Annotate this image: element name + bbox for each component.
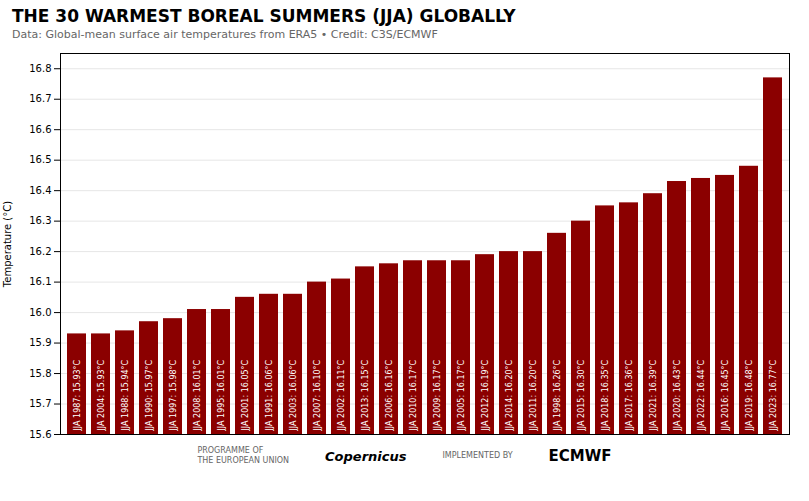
svg-text:JJA 1998: 16.26°C: JJA 1998: 16.26°C [553, 359, 562, 431]
svg-text:16.3: 16.3 [29, 215, 51, 226]
svg-text:JJA 1988: 15.94°C: JJA 1988: 15.94°C [121, 359, 130, 431]
svg-text:15.9: 15.9 [29, 337, 51, 348]
svg-text:16.6: 16.6 [29, 124, 51, 135]
svg-text:JJA 2023: 16.77°C: JJA 2023: 16.77°C [769, 359, 778, 431]
svg-text:JJA 2006: 16.16°C: JJA 2006: 16.16°C [385, 359, 394, 431]
svg-text:JJA 1991: 16.06°C: JJA 1991: 16.06°C [265, 359, 274, 431]
svg-text:JJA 2021: 16.39°C: JJA 2021: 16.39°C [649, 359, 658, 431]
svg-text:16.5: 16.5 [29, 154, 51, 165]
svg-text:JJA 2015: 16.30°C: JJA 2015: 16.30°C [577, 359, 586, 431]
svg-text:JJA 2022: 16.44°C: JJA 2022: 16.44°C [697, 359, 706, 431]
svg-text:JJA 1987: 15.93°C: JJA 1987: 15.93°C [73, 359, 82, 431]
svg-text:15.8: 15.8 [29, 368, 51, 379]
html-text:Data: Global-mean surface air: Data: Global-mean surface air temperatur… [12, 28, 438, 41]
svg-text:JJA 2008: 16.01°C: JJA 2008: 16.01°C [193, 359, 202, 431]
svg-text:JJA 2007: 16.10°C: JJA 2007: 16.10°C [313, 359, 322, 431]
svg-text:JJA 2010: 16.17°C: JJA 2010: 16.17°C [409, 359, 418, 431]
svg-text:JJA 2016: 16.45°C: JJA 2016: 16.45°C [721, 359, 730, 431]
svg-text:15.6: 15.6 [29, 429, 51, 440]
svg-text:JJA 2018: 16.35°C: JJA 2018: 16.35°C [601, 359, 610, 431]
svg-text:JJA 2020: 16.43°C: JJA 2020: 16.43°C [673, 359, 682, 431]
svg-text:16.0: 16.0 [29, 307, 51, 318]
svg-text:JJA 2005: 16.17°C: JJA 2005: 16.17°C [457, 359, 466, 431]
svg-text:16.8: 16.8 [29, 63, 51, 74]
svg-text:JJA 1990: 15.97°C: JJA 1990: 15.97°C [145, 359, 154, 431]
html-text:PROGRAMME OF THE EUROPEAN UNIO: PROGRAMME OF THE EUROPEAN UNION [197, 446, 289, 466]
svg-text:JJA 2009: 16.17°C: JJA 2009: 16.17°C [433, 359, 442, 431]
svg-text:JJA 1997: 15.98°C: JJA 1997: 15.98°C [169, 359, 178, 431]
html-text:THE 30 WARMEST BOREAL SUMMERS: THE 30 WARMEST BOREAL SUMMERS (JJA) GLOB… [12, 6, 516, 26]
svg-text:JJA 2001: 16.05°C: JJA 2001: 16.05°C [241, 359, 250, 431]
svg-text:JJA 2004: 15.93°C: JJA 2004: 15.93°C [97, 359, 106, 431]
svg-text:JJA 2013: 16.15°C: JJA 2013: 16.15°C [361, 359, 370, 431]
svg-text:JJA 2011: 16.20°C: JJA 2011: 16.20°C [529, 359, 538, 431]
svg-text:JJA 2002: 16.11°C: JJA 2002: 16.11°C [337, 359, 346, 431]
svg-text:16.4: 16.4 [29, 185, 51, 196]
svg-text:JJA 2014: 16.20°C: JJA 2014: 16.20°C [505, 359, 514, 431]
svg-text:15.7: 15.7 [29, 398, 51, 409]
svg-text:16.7: 16.7 [29, 93, 51, 104]
svg-text:16.2: 16.2 [29, 246, 51, 257]
html-text:IMPLEMENTED BY: IMPLEMENTED BY [442, 451, 513, 461]
svg-text:16.1: 16.1 [29, 276, 51, 287]
svg-text:JJA 2012: 16.19°C: JJA 2012: 16.19°C [481, 359, 490, 431]
html-text:Copernicus: Copernicus [325, 448, 407, 464]
svg-text:Temperature (°C): Temperature (°C) [2, 201, 13, 288]
svg-text:JJA 2017: 16.36°C: JJA 2017: 16.36°C [625, 359, 634, 431]
svg-text:JJA 2003: 16.06°C: JJA 2003: 16.06°C [289, 359, 298, 431]
html-text:ECMWF: ECMWF [548, 447, 612, 466]
svg-text:JJA 1995: 16.01°C: JJA 1995: 16.01°C [217, 359, 226, 431]
svg-text:JJA 2019: 16.48°C: JJA 2019: 16.48°C [745, 359, 754, 431]
